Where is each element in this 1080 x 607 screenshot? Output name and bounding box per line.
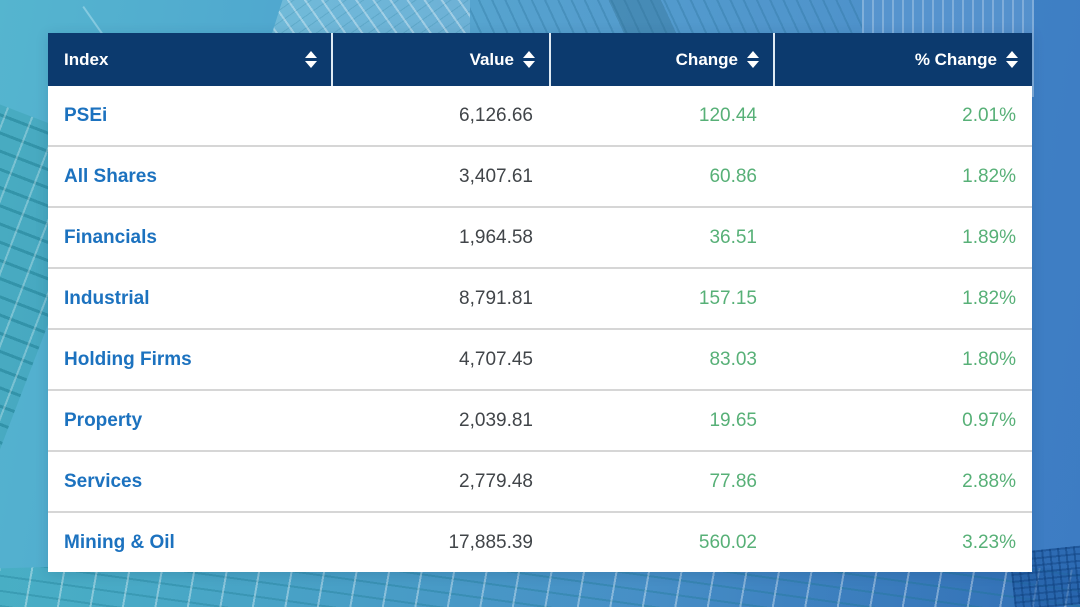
- change-cell: 36.51: [709, 226, 757, 248]
- column-header-label: Change: [675, 49, 738, 69]
- market-index-table: Index Value Change % Change PSEi 6,126.6…: [48, 33, 1032, 572]
- change-cell: 77.86: [709, 470, 757, 492]
- sort-icon[interactable]: [1006, 51, 1018, 68]
- sort-icon[interactable]: [747, 51, 759, 68]
- index-link[interactable]: Mining & Oil: [64, 531, 175, 553]
- table-row: Property 2,039.81 19.65 0.97%: [48, 389, 1032, 450]
- sort-icon[interactable]: [305, 51, 317, 68]
- column-header-pct-change[interactable]: % Change: [773, 33, 1032, 86]
- change-cell: 157.15: [698, 287, 757, 309]
- value-cell: 2,039.81: [459, 409, 533, 431]
- index-link[interactable]: Industrial: [64, 287, 150, 309]
- pct-change-cell: 2.88%: [962, 470, 1016, 492]
- column-header-value[interactable]: Value: [331, 33, 549, 86]
- table-row: Services 2,779.48 77.86 2.88%: [48, 450, 1032, 511]
- value-cell: 1,964.58: [459, 226, 533, 248]
- index-link[interactable]: Financials: [64, 226, 157, 248]
- value-cell: 3,407.61: [459, 165, 533, 187]
- change-cell: 83.03: [709, 348, 757, 370]
- index-link[interactable]: PSEi: [64, 104, 108, 126]
- index-link[interactable]: All Shares: [64, 165, 157, 187]
- change-cell: 60.86: [709, 165, 757, 187]
- sort-icon[interactable]: [523, 51, 535, 68]
- value-cell: 6,126.66: [459, 104, 533, 126]
- column-header-label: % Change: [914, 49, 997, 69]
- change-cell: 19.65: [709, 409, 757, 431]
- column-header-label: Value: [469, 49, 514, 69]
- pct-change-cell: 1.82%: [962, 165, 1016, 187]
- table-row: Industrial 8,791.81 157.15 1.82%: [48, 267, 1032, 328]
- pct-change-cell: 0.97%: [962, 409, 1016, 431]
- pct-change-cell: 1.89%: [962, 226, 1016, 248]
- value-cell: 17,885.39: [448, 531, 533, 553]
- index-link[interactable]: Services: [64, 470, 143, 492]
- table-row: Financials 1,964.58 36.51 1.89%: [48, 206, 1032, 267]
- change-cell: 120.44: [698, 104, 757, 126]
- table-row: All Shares 3,407.61 60.86 1.82%: [48, 145, 1032, 206]
- table-header-row: Index Value Change % Change: [48, 33, 1032, 86]
- pct-change-cell: 2.01%: [962, 104, 1016, 126]
- index-link[interactable]: Property: [64, 409, 143, 431]
- table-body: PSEi 6,126.66 120.44 2.01% All Shares 3,…: [48, 86, 1032, 572]
- pct-change-cell: 1.82%: [962, 287, 1016, 309]
- column-header-index[interactable]: Index: [48, 33, 331, 86]
- value-cell: 4,707.45: [459, 348, 533, 370]
- table-row: Mining & Oil 17,885.39 560.02 3.23%: [48, 511, 1032, 572]
- column-header-change[interactable]: Change: [549, 33, 773, 86]
- change-cell: 560.02: [698, 531, 757, 553]
- value-cell: 2,779.48: [459, 470, 533, 492]
- table-row: PSEi 6,126.66 120.44 2.01%: [48, 86, 1032, 145]
- value-cell: 8,791.81: [459, 287, 533, 309]
- table-row: Holding Firms 4,707.45 83.03 1.80%: [48, 328, 1032, 389]
- pct-change-cell: 1.80%: [962, 348, 1016, 370]
- pct-change-cell: 3.23%: [962, 531, 1016, 553]
- column-header-label: Index: [64, 49, 109, 69]
- index-link[interactable]: Holding Firms: [64, 348, 192, 370]
